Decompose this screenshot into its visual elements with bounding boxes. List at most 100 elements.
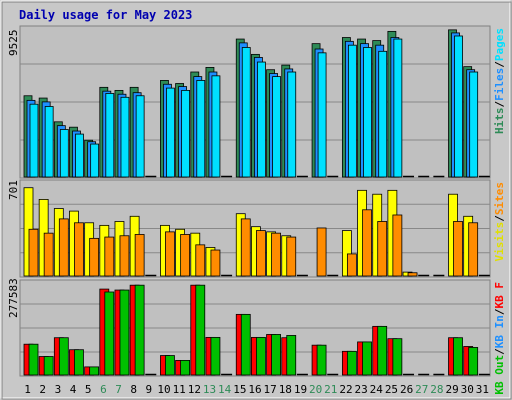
middle-bar-visits-day-22 — [341, 230, 352, 277]
y-max-label-middle: 701 — [7, 180, 20, 200]
bottom-bar-kb-out-day-8 — [134, 284, 145, 376]
bottom-bar-kb-out-day-6 — [104, 291, 115, 376]
top-bar-pages-day-13 — [211, 75, 221, 178]
middle-bar-sites-day-2 — [43, 232, 54, 277]
x-tick-label-day-7: 7 — [115, 383, 122, 396]
x-tick-label-day-16: 16 — [248, 383, 261, 396]
bottom-bar-kb-out-day-4 — [74, 349, 84, 376]
middle-bar-sites-day-1 — [28, 228, 39, 277]
top-bar-pages-day-22 — [347, 44, 357, 178]
middle-legend: Visits/Sites — [493, 182, 506, 262]
bottom-bar-kb-out-day-24 — [377, 325, 388, 376]
top-bar-pages-day-1 — [29, 103, 39, 178]
top-bar-pages-day-5 — [90, 143, 100, 178]
bottom-bar-kb-out-day-17 — [271, 334, 281, 376]
top-bar-pages-day-17 — [272, 76, 281, 178]
middle-bar-sites-day-6 — [104, 236, 115, 277]
middle-bar-sites-day-23 — [362, 209, 372, 277]
x-tick-label-day-9: 9 — [146, 383, 153, 396]
top-legend: Hits/Files/Pages — [493, 28, 506, 134]
x-tick-label-day-11: 11 — [173, 383, 186, 396]
x-tick-label-day-25: 25 — [385, 383, 398, 396]
top-bar-pages-day-25 — [393, 38, 403, 178]
bottom-bar-kb-out-day-25 — [392, 338, 403, 376]
bottom-bar-kb-out-day-15 — [240, 313, 251, 376]
chart-title: Daily usage for May 2023 — [19, 8, 192, 22]
top-bar-pages-day-30 — [469, 71, 479, 178]
middle-bar-sites-day-3 — [58, 218, 69, 277]
bottom-bar-kb-out-day-22 — [346, 350, 357, 376]
top-bar-pages-day-16 — [257, 61, 266, 178]
top-bar-pages-day-4 — [75, 133, 84, 178]
middle-bar-sites-day-18 — [286, 236, 297, 277]
top-legend-files: Files — [493, 68, 506, 101]
middle-legend-separator: / — [493, 215, 506, 222]
bottom-legend-kb-f: KB F — [493, 282, 506, 309]
x-tick-label-day-24: 24 — [370, 383, 384, 396]
x-tick-label-day-28: 28 — [430, 383, 443, 396]
top-bar-pages-day-2 — [44, 106, 54, 178]
top-legend-hits: Hits — [493, 108, 506, 135]
x-tick-label-day-4: 4 — [70, 383, 77, 396]
middle-bar-sites-day-17 — [271, 232, 281, 277]
middle-bar-sites-day-16 — [256, 230, 266, 277]
middle-bar-sites-day-8 — [134, 234, 145, 277]
top-legend-separator: / — [493, 61, 506, 68]
bottom-bar-kb-out-day-2 — [43, 356, 54, 376]
top-bar-pages-day-3 — [59, 129, 69, 178]
x-tick-label-day-23: 23 — [355, 383, 368, 396]
bottom-bar-kb-out-day-23 — [362, 341, 372, 376]
x-tick-label-day-30: 30 — [461, 383, 474, 396]
bottom-bar-kb-out-day-13 — [210, 336, 221, 376]
bottom-bar-kb-out-day-10 — [165, 355, 175, 376]
x-tick-label-day-6: 6 — [100, 383, 107, 396]
middle-bar-sites-day-25 — [392, 214, 403, 277]
bottom-bar-kb-out-day-7 — [119, 289, 130, 376]
x-tick-label-day-1: 1 — [24, 383, 31, 396]
x-tick-label-day-12: 12 — [188, 383, 201, 396]
x-tick-label-day-22: 22 — [339, 383, 352, 396]
middle-bar-sites-day-29 — [453, 221, 463, 277]
top-bar-pages-day-20 — [317, 52, 327, 178]
top-bar-pages-day-23 — [363, 47, 372, 178]
middle-bar-sites-day-4 — [74, 222, 84, 277]
top-legend-pages: Pages — [493, 28, 506, 61]
bottom-legend-kb-in: KB In — [493, 315, 506, 348]
x-tick-label-day-27: 27 — [415, 383, 428, 396]
middle-bar-sites-day-30 — [468, 222, 479, 277]
middle-bar-sites-day-20 — [316, 227, 327, 277]
x-tick-label-day-17: 17 — [264, 383, 277, 396]
bottom-bar-kb-out-day-29 — [453, 337, 463, 376]
bottom-bar-kb-out-day-3 — [58, 337, 69, 376]
x-tick-label-day-21: 21 — [324, 383, 337, 396]
bottom-bar-kb-out-day-20 — [316, 344, 327, 376]
x-tick-label-day-8: 8 — [130, 383, 137, 396]
x-tick-label-day-29: 29 — [445, 383, 458, 396]
middle-bar-sites-day-10 — [165, 231, 175, 277]
top-bar-pages-day-18 — [287, 71, 297, 178]
y-max-label-top: 9525 — [7, 30, 20, 57]
x-tick-label-day-19: 19 — [294, 383, 307, 396]
top-bar-pages-day-29 — [454, 35, 463, 178]
bottom-bar-kb-out-day-30 — [468, 347, 479, 376]
x-tick-label-day-26: 26 — [400, 383, 413, 396]
top-bar-pages-day-12 — [196, 80, 206, 178]
top-bar-pages-day-7 — [120, 96, 130, 178]
bottom-bar-kb-out-day-11 — [180, 360, 191, 376]
bottom-legend-separator: / — [493, 348, 506, 355]
x-tick-label-day-20: 20 — [309, 383, 322, 396]
middle-bar-sites-day-12 — [195, 244, 206, 277]
top-bar-pages-day-15 — [241, 47, 251, 178]
middle-bar-sites-day-11 — [180, 234, 191, 277]
x-tick-label-day-18: 18 — [279, 383, 292, 396]
middle-bar-sites-day-22 — [346, 253, 357, 277]
bottom-bar-kb-out-day-18 — [286, 335, 297, 376]
middle-bar-sites-day-5 — [89, 237, 100, 277]
middle-bar-sites-day-7 — [119, 235, 130, 277]
bottom-legend: KB Out/KB In/KB F — [493, 282, 506, 395]
top-bar-pages-day-24 — [378, 50, 388, 178]
middle-bar-sites-day-13 — [210, 249, 221, 277]
